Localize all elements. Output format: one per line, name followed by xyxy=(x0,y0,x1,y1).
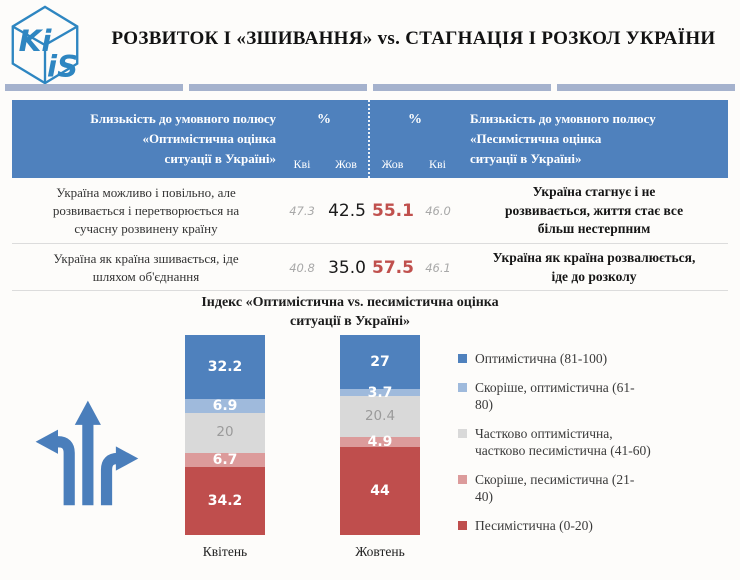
legend-item: Оптимістична (81-100) xyxy=(458,350,726,368)
bar-value-label: 20 xyxy=(216,424,234,441)
title-divider xyxy=(5,84,735,91)
legend-item: Скоріше, песимістична (21- 40) xyxy=(458,471,726,506)
poles-table: Близькість до умовного полюсу «Оптимісти… xyxy=(12,100,728,292)
bar-segment: 44 xyxy=(340,446,420,535)
logo-text-top: Ki xyxy=(19,24,53,58)
col-header-zhov-right: Жов xyxy=(381,157,404,171)
bar-segment: 20.4 xyxy=(340,396,420,438)
table-header-row: Близькість до умовного полюсу «Оптимісти… xyxy=(12,100,728,178)
chart-title: Індекс «Оптимістична vs. песимістична оц… xyxy=(201,295,499,329)
legend-item: Скоріше, оптимістична (61- 80) xyxy=(458,379,726,414)
legend-marker xyxy=(458,520,467,530)
divider-segment xyxy=(189,84,367,91)
percent-label-left: % xyxy=(317,112,331,127)
optimistic-pole-header: Близькість до умовного полюсу «Оптимісти… xyxy=(90,111,276,167)
bar-value-label: 4.9 xyxy=(367,434,393,451)
bar-value-label: 34.2 xyxy=(207,492,243,509)
value-zhov-right: 55.1 xyxy=(372,200,414,221)
legend-label: Частково оптимістична, частково песиміст… xyxy=(475,425,651,459)
table-body: Україна можливо і повільно, але розвиває… xyxy=(12,178,728,292)
bar-value-label: 3.7 xyxy=(367,384,393,401)
pessimistic-pole-header: Близькість до умовного полюсу «Песимісти… xyxy=(470,111,656,167)
stacked-bar-april: 32.2 6.9 20 6.7 34.2 xyxy=(185,335,265,535)
value-kvi-left: 40.8 xyxy=(289,260,315,275)
optimistic-statement: Україна можливо і повільно, але розвиває… xyxy=(52,185,240,236)
kiis-logo: Ki iS xyxy=(11,5,79,85)
bar-value-label: 27 xyxy=(370,354,390,370)
value-zhov-right: 57.5 xyxy=(372,257,414,278)
percent-label-right: % xyxy=(408,112,422,127)
right-percent-group: % Жов Кві xyxy=(370,100,460,178)
axis-label-october: Жовтень xyxy=(355,544,405,559)
left-percent-group: % Кві Жов xyxy=(280,100,370,178)
legend-label: Скоріше, песимістична (21- 40) xyxy=(475,471,635,505)
chart-legend: Оптимістична (81-100) Скоріше, оптимістич… xyxy=(458,350,726,545)
bar-segment: 3.7 xyxy=(340,386,420,400)
page-title: РОЗВИТОК І «ЗШИВАННЯ» vs. СТАГНАЦІЯ І РО… xyxy=(111,28,716,49)
stacked-bar-october: 27 3.7 20.4 4.9 44 xyxy=(340,335,420,535)
bar-value-label: 6.7 xyxy=(212,451,238,468)
bar-value-label: 44 xyxy=(370,482,390,499)
axis-label-april: Квітень xyxy=(202,544,248,559)
table-row: Україна як країна зшивається, іде шляхом… xyxy=(12,242,728,290)
bar-segment: 6.7 xyxy=(185,451,265,468)
table-row: Україна можливо і повільно, але розвиває… xyxy=(12,178,728,243)
bar-value-label: 32.2 xyxy=(207,359,243,376)
legend-label: Оптимістична (81-100) xyxy=(475,351,608,366)
col-header-kvi-right: Кві xyxy=(428,157,446,171)
value-zhov-left: 42.5 xyxy=(328,200,366,221)
divider-segment xyxy=(5,84,183,91)
bar-segment: 20 xyxy=(185,413,265,454)
legend-label: Скоріше, оптимістична (61- 80) xyxy=(475,379,635,413)
branching-arrows-icon xyxy=(35,400,139,506)
legend-item: Песимістична (0-20) xyxy=(458,517,726,535)
bar-value-label: 6.9 xyxy=(212,398,238,415)
pessimistic-statement: Україна як країна розвалюється, іде до р… xyxy=(492,249,696,284)
logo-text-bottom: iS xyxy=(47,49,78,83)
bar-segment: 27 xyxy=(340,335,420,389)
legend-marker xyxy=(458,382,467,392)
value-kvi-left: 47.3 xyxy=(289,203,315,218)
col-header-kvi-left: Кві xyxy=(293,157,311,171)
divider-segment xyxy=(373,84,551,91)
legend-item: Частково оптимістична, частково песиміст… xyxy=(458,425,726,460)
bar-segment: 32.2 xyxy=(185,335,265,400)
bar-segment: 6.9 xyxy=(185,399,265,413)
value-kvi-right: 46.1 xyxy=(425,260,451,275)
value-zhov-left: 35.0 xyxy=(328,257,366,278)
pessimistic-statement: Україна стагнує і не розвивається, життя… xyxy=(504,184,684,237)
divider-segment xyxy=(557,84,735,91)
bar-segment: 4.9 xyxy=(340,434,420,451)
bar-segment: 34.2 xyxy=(185,466,265,535)
col-header-zhov-left: Жов xyxy=(335,157,357,171)
optimistic-statement: Україна як країна зшивається, іде шляхом… xyxy=(53,250,239,284)
legend-marker xyxy=(458,354,467,363)
value-kvi-right: 46.0 xyxy=(425,203,451,218)
legend-marker xyxy=(458,474,467,484)
legend-label: Песимістична (0-20) xyxy=(475,517,593,533)
legend-marker xyxy=(458,428,467,438)
bar-value-label: 20.4 xyxy=(364,408,396,425)
